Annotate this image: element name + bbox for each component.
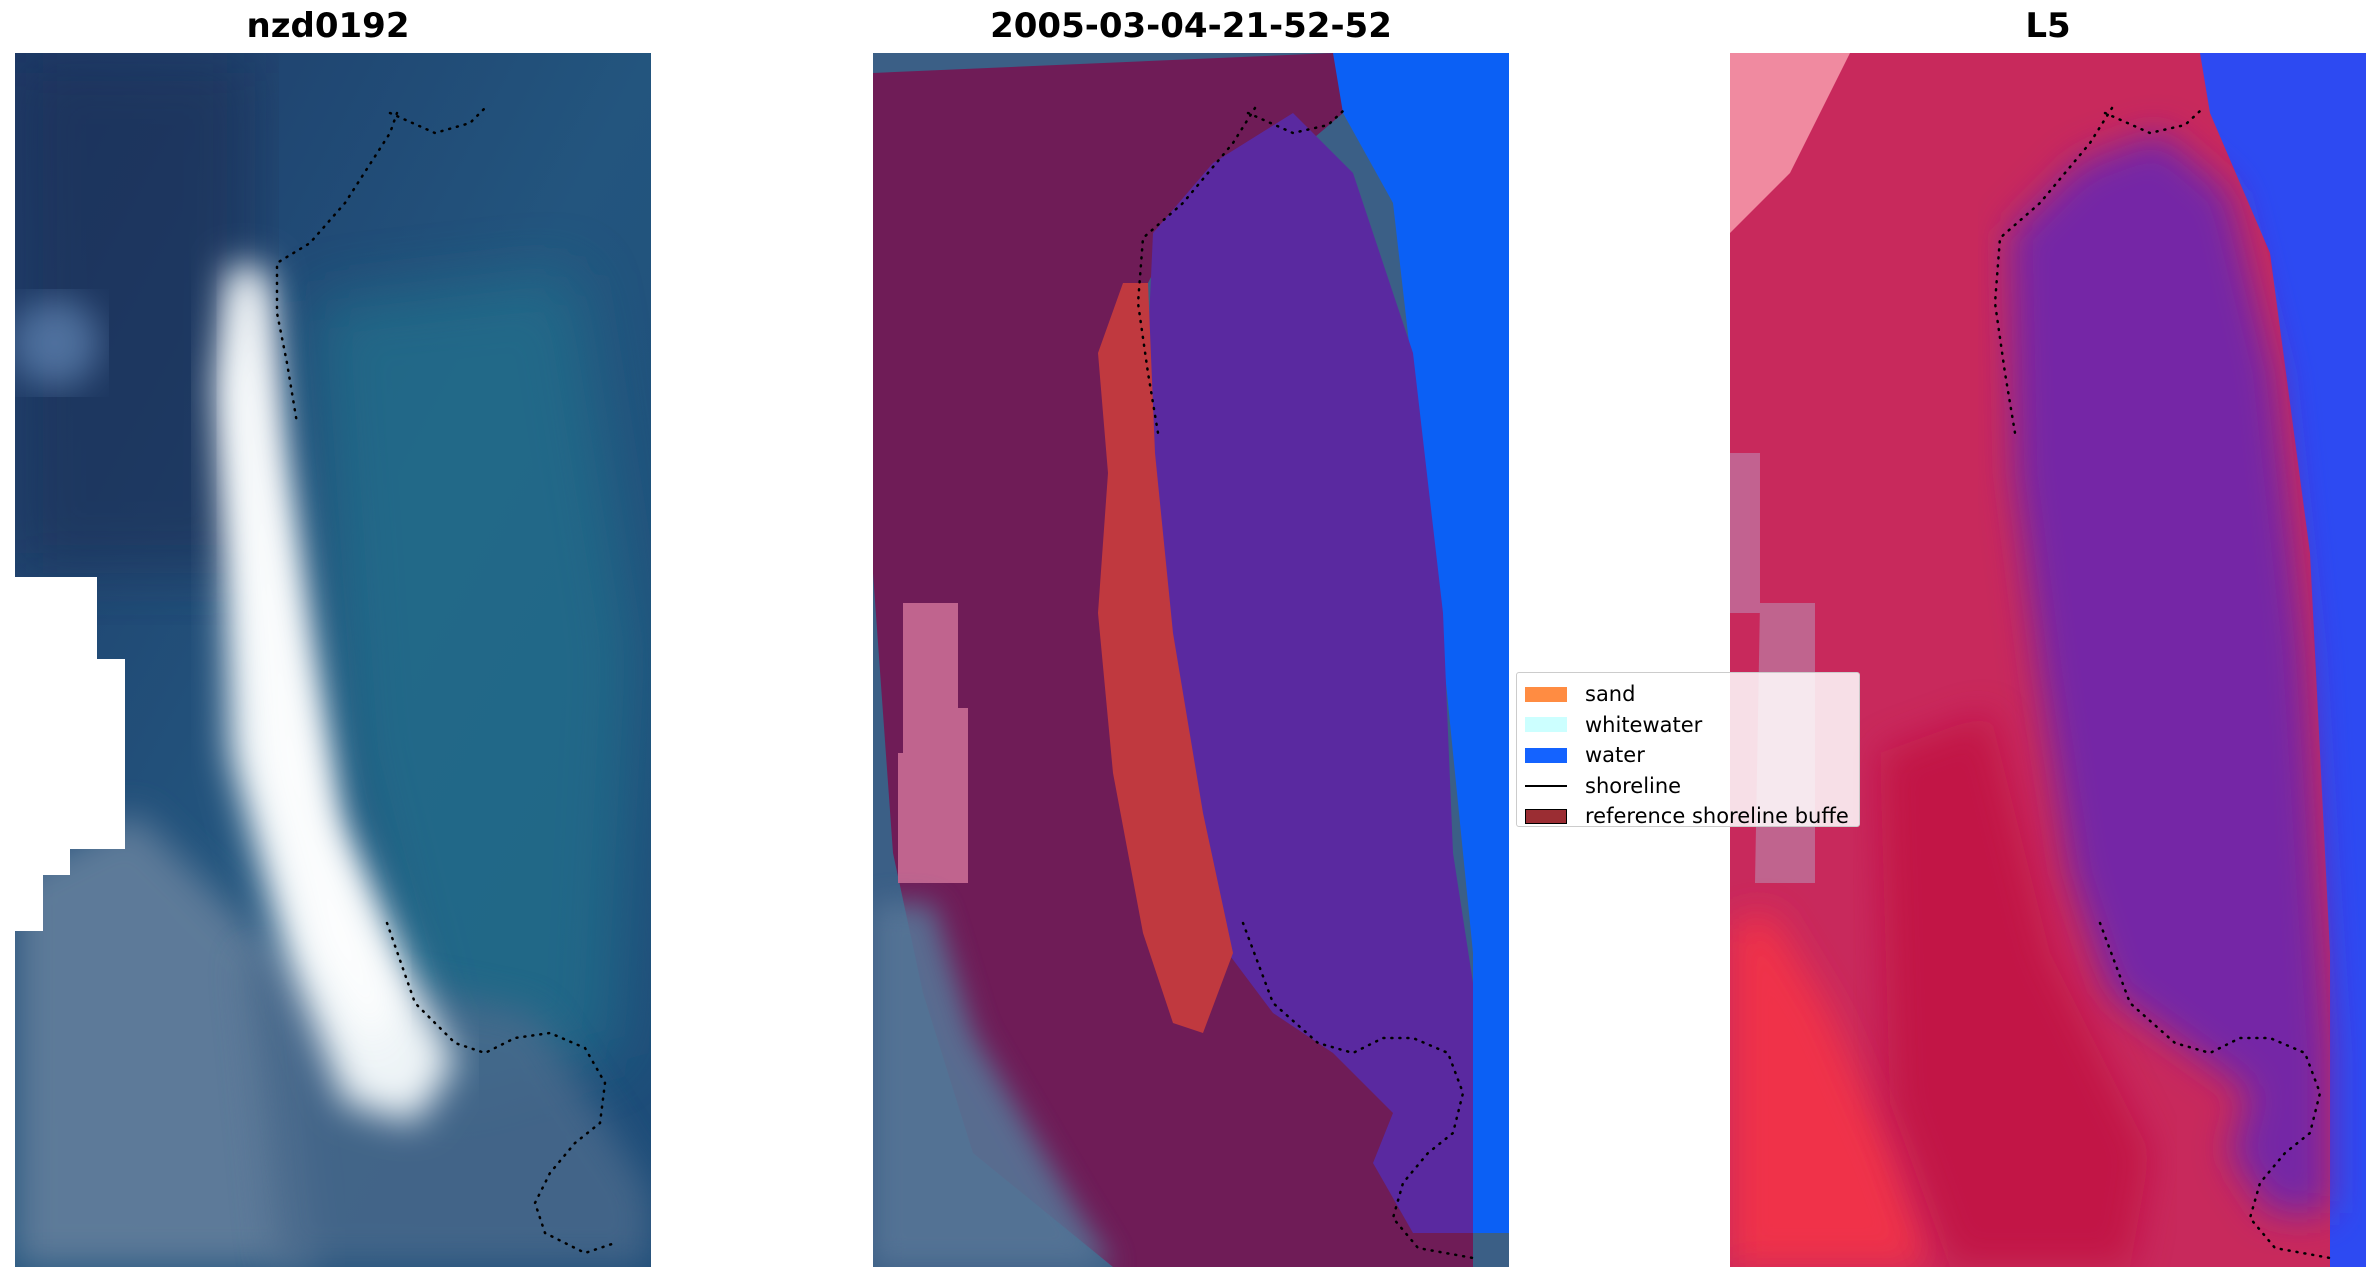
classified-image-panel	[873, 53, 1509, 1267]
index-image-panel	[1730, 53, 2366, 1267]
sand-swatch	[1525, 686, 1567, 702]
legend-label-whitewater: whitewater	[1585, 712, 1703, 737]
panel-title-1: nzd0192	[246, 6, 410, 46]
legend-item-sand: sand	[1525, 679, 1859, 710]
legend-label-shoreline: shoreline	[1585, 773, 1682, 798]
panel-title-2: 2005-03-04-21-52-52	[990, 6, 1392, 46]
water-swatch	[1525, 747, 1567, 763]
legend-item-shoreline: shoreline	[1525, 771, 1859, 802]
panel-title-3: L5	[2025, 6, 2071, 46]
legend-item-whitewater: whitewater	[1525, 710, 1859, 741]
legend: sand whitewater water shoreline referenc…	[1516, 672, 1860, 828]
legend-item-water: water	[1525, 740, 1859, 771]
rgb-image-panel	[15, 53, 651, 1267]
reference-buffer-swatch	[1525, 808, 1567, 824]
index-image	[1730, 53, 2366, 1267]
classified-image	[873, 53, 1509, 1267]
legend-label-water: water	[1585, 743, 1645, 768]
whitewater-swatch	[1525, 717, 1567, 733]
legend-label-sand: sand	[1585, 682, 1636, 707]
rgb-image	[15, 53, 651, 1267]
shoreline-line-sample	[1525, 784, 1567, 787]
legend-item-reference-buffer: reference shoreline buffe	[1525, 801, 1859, 832]
legend-label-reference-buffer: reference shoreline buffe	[1585, 804, 1849, 829]
